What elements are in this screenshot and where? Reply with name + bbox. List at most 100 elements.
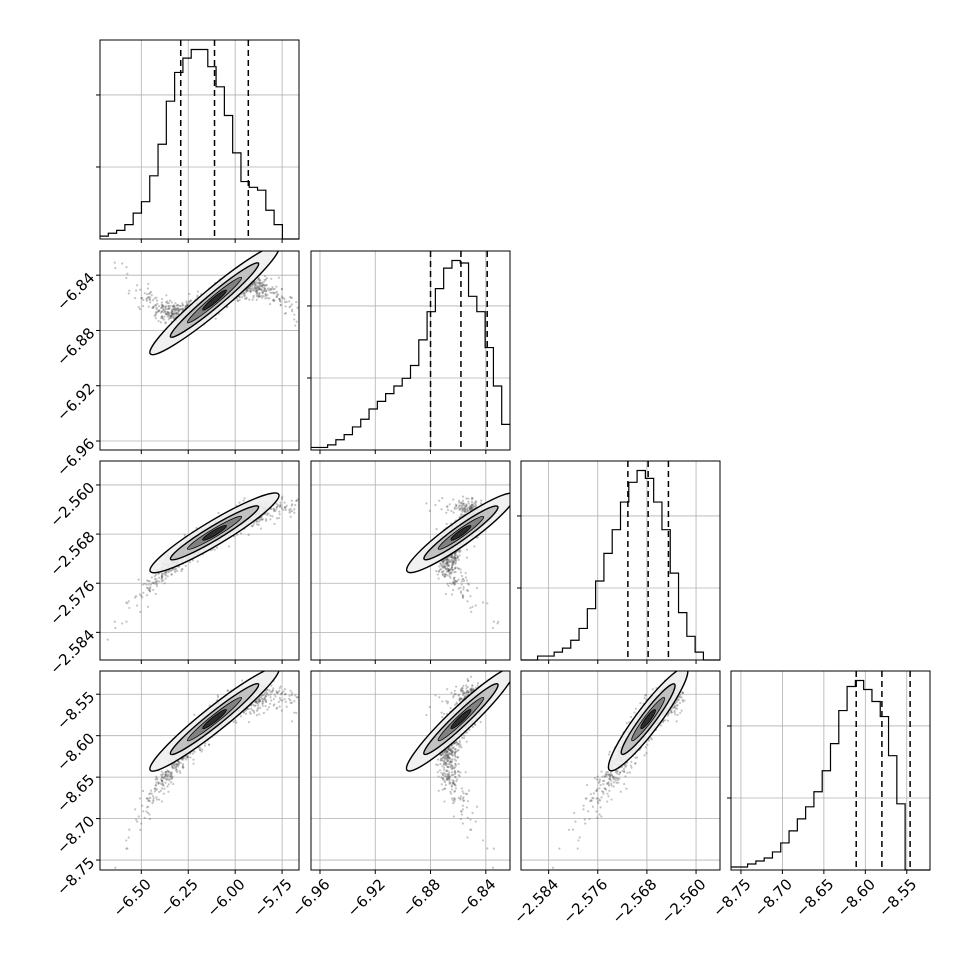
sample-point — [448, 569, 451, 572]
sample-point — [148, 590, 152, 593]
sample-point — [176, 763, 179, 766]
sample-point — [259, 519, 262, 522]
sample-point — [179, 305, 182, 308]
sample-point — [154, 312, 157, 315]
sample-point — [448, 574, 451, 578]
sample-point — [175, 307, 178, 310]
sample-point — [154, 317, 158, 320]
sample-point — [149, 792, 152, 795]
sample-point — [444, 565, 447, 568]
sample-point — [167, 311, 170, 314]
sample-point — [154, 580, 157, 583]
sample-point — [266, 288, 269, 291]
sample-point — [173, 569, 176, 572]
sample-point — [278, 687, 281, 690]
sample-point — [453, 555, 456, 558]
sample-point — [185, 302, 188, 305]
sample-point — [443, 575, 447, 578]
sample-point — [458, 549, 461, 552]
sample-point — [447, 584, 450, 588]
sample-point — [107, 891, 109, 893]
sample-point — [247, 288, 250, 291]
sample-point — [171, 765, 174, 769]
sample-point — [465, 504, 468, 507]
sample-point — [272, 687, 275, 690]
sample-point — [449, 576, 452, 579]
density-contour — [202, 525, 227, 541]
histogram-steps — [521, 469, 720, 661]
sample-point — [307, 330, 309, 332]
sample-point — [467, 502, 470, 505]
sample-point — [470, 504, 473, 507]
sample-point — [246, 288, 249, 291]
sample-point — [470, 503, 473, 507]
sample-point — [243, 497, 246, 500]
sample-point — [452, 580, 455, 584]
sample-point — [252, 289, 255, 292]
sample-point — [151, 581, 154, 584]
sample-point — [467, 583, 471, 586]
sample-point — [147, 295, 150, 299]
sample-point — [186, 303, 190, 307]
sample-point — [170, 775, 173, 778]
sample-point — [258, 287, 261, 291]
sample-point — [259, 706, 262, 710]
sample-point — [265, 284, 268, 287]
sample-point — [253, 288, 256, 291]
sample-point — [192, 762, 195, 765]
sample-point — [454, 551, 457, 555]
sample-point — [289, 296, 292, 299]
sample-point — [160, 779, 164, 782]
sample-point — [456, 567, 459, 570]
sample-point — [148, 298, 151, 301]
sample-point — [459, 571, 462, 574]
sample-point — [254, 290, 258, 293]
sample-point — [425, 502, 428, 505]
sample-point — [173, 312, 176, 315]
sample-point — [246, 290, 249, 293]
sample-point — [460, 574, 464, 578]
sample-point — [446, 557, 449, 560]
sample-point — [145, 583, 148, 586]
sample-point — [249, 291, 252, 294]
sample-point — [253, 704, 256, 708]
sample-point — [450, 566, 454, 569]
sample-point — [171, 311, 174, 315]
sample-point — [474, 502, 477, 506]
sample-point — [265, 276, 268, 280]
sample-point — [252, 294, 255, 297]
sample-point — [279, 505, 282, 508]
sample-point — [447, 560, 450, 564]
sample-point — [253, 284, 256, 288]
sample-point — [271, 299, 275, 302]
sample-point — [134, 296, 137, 300]
sample-point — [251, 284, 254, 287]
sample-point — [261, 518, 264, 521]
sample-point — [261, 296, 264, 299]
sample-point — [441, 573, 445, 576]
sample-point — [284, 508, 287, 512]
sample-point — [255, 280, 258, 283]
sample-point — [278, 297, 281, 300]
sample-point — [171, 304, 175, 308]
sample-point — [257, 286, 260, 289]
sample-point — [173, 764, 177, 767]
sample-point — [239, 715, 243, 718]
sample-point — [452, 560, 455, 564]
sample-point — [159, 307, 163, 310]
sample-point — [270, 291, 274, 294]
sample-point — [480, 499, 483, 502]
sample-point — [450, 509, 453, 513]
sample-point — [469, 506, 473, 509]
sample-point — [161, 315, 164, 318]
sample-point — [253, 283, 256, 286]
sample-point — [438, 499, 441, 502]
sample-point — [186, 755, 189, 758]
sample-point — [170, 314, 173, 317]
sample-point — [258, 698, 261, 701]
sample-point — [290, 303, 293, 306]
sample-point — [290, 499, 293, 502]
sample-point — [157, 798, 161, 801]
sample-point — [263, 286, 266, 289]
sample-point — [142, 591, 145, 594]
